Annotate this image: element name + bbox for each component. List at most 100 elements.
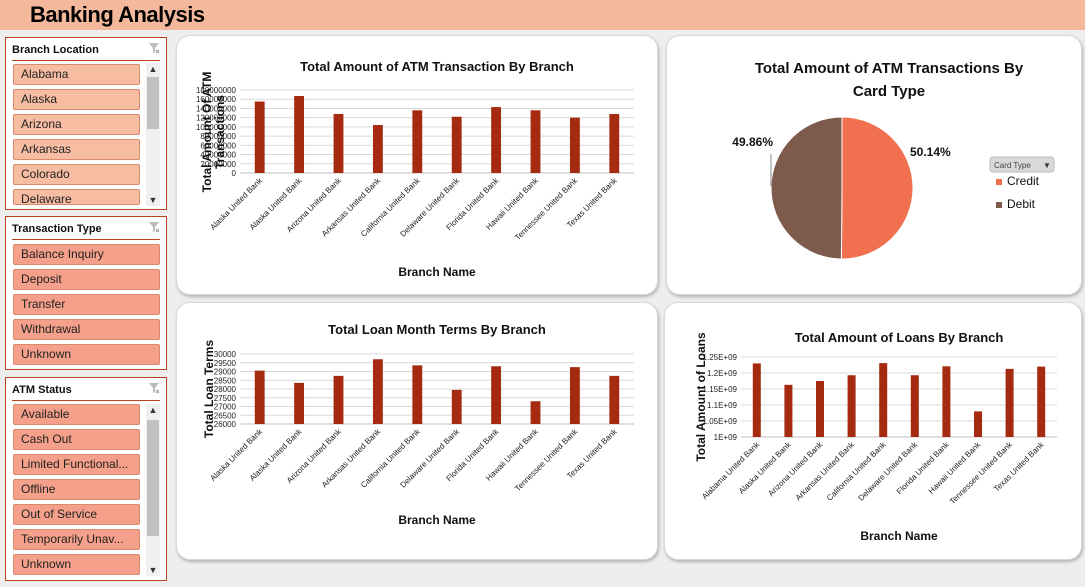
bar <box>847 375 856 437</box>
bar <box>1037 366 1046 437</box>
slicer-item[interactable]: Alaska <box>13 89 140 110</box>
y-tick-label: 29000 <box>214 368 237 377</box>
divider <box>12 60 160 61</box>
clear-filter-icon[interactable] <box>148 42 160 54</box>
y-tick-label: 0 <box>232 169 237 178</box>
y-tick-label: 1.2E+09 <box>707 369 738 378</box>
slicer-item[interactable]: Transfer <box>13 294 160 315</box>
scrollbar-thumb[interactable] <box>147 77 159 129</box>
scroll-up-icon[interactable]: ▲ <box>148 405 158 415</box>
y-tick-label: 40000000 <box>200 151 236 160</box>
slicer-item[interactable]: Cash Out <box>13 429 140 450</box>
slicer-item[interactable]: Deposit <box>13 269 160 290</box>
y-tick-label: 100000000 <box>196 123 237 132</box>
x-tick-label: Alabama United Bank <box>700 439 762 501</box>
y-axis-title: Total Loan Terms <box>202 340 216 439</box>
data-label: 50.14% <box>910 145 951 159</box>
slicer-item[interactable]: Alabama <box>13 64 140 85</box>
page-title: Banking Analysis <box>30 2 205 27</box>
y-tick-label: 28500 <box>214 376 237 385</box>
y-axis-title: Total Amount Of ATMTransactions <box>200 72 227 193</box>
bar <box>879 363 888 437</box>
x-tick-label: Hawaii United Bank <box>927 439 983 495</box>
legend-filter-button <box>989 156 1055 173</box>
legend-label: Debit <box>1007 197 1036 211</box>
pie-slice <box>840 116 914 260</box>
pie-slice <box>770 116 843 260</box>
y-tick-label: 26000 <box>214 420 237 429</box>
bar <box>752 363 761 437</box>
bar <box>910 375 919 437</box>
slicer-item[interactable]: Arizona <box>13 114 140 135</box>
chart-panel-loan-terms: Total Loan Month Terms By Branch 26000 265… <box>176 302 658 560</box>
slicer-item[interactable]: Offline <box>13 479 140 500</box>
x-axis-title: Branch Name <box>398 265 476 279</box>
bar <box>412 365 423 424</box>
slicer-title: Branch Location <box>12 44 99 56</box>
slicer-item[interactable]: Unknown <box>13 554 140 575</box>
y-axis-title: Total Amount of Loans <box>694 332 708 462</box>
y-tick-label: 160000000 <box>196 95 237 104</box>
bar <box>254 101 265 173</box>
bar <box>491 107 502 173</box>
chart-title: Total Amount of Loans By Branch <box>795 330 1004 345</box>
slicer-branch-location: Branch Location Alabama Alaska Arizona A… <box>5 37 167 210</box>
x-tick-label: Arkansas United Bank <box>794 439 857 502</box>
legend-swatch <box>996 179 1002 185</box>
bar <box>609 375 620 424</box>
x-axis-title: Branch Name <box>860 529 938 543</box>
chart-title: Total Amount of ATM Transaction By Branc… <box>300 59 574 74</box>
scroll-down-icon[interactable]: ▼ <box>148 195 158 205</box>
clear-filter-icon[interactable] <box>148 382 160 394</box>
x-tick-label: Florida United Bank <box>895 439 952 496</box>
chart-panel-atm-by-card-type: Total Amount of ATM Transactions By Card … <box>666 35 1082 295</box>
bar <box>569 117 580 173</box>
legend-label: Credit <box>1007 174 1040 188</box>
scrollbar[interactable]: ▲ ▼ <box>146 63 160 206</box>
bar <box>333 375 344 424</box>
slicer-item[interactable]: Temporarily Unav... <box>13 529 140 550</box>
legend-swatch <box>996 202 1002 208</box>
legend-title: Card Type <box>994 161 1031 170</box>
divider <box>12 239 160 240</box>
x-tick-label: California United Bank <box>825 439 888 502</box>
slicer-item[interactable]: Arkansas <box>13 139 140 160</box>
slicer-item[interactable]: Balance Inquiry <box>13 244 160 265</box>
loan-terms-chart: Total Loan Month Terms By Branch 26000265… <box>202 322 634 527</box>
x-tick-label: Arizona United Bank <box>766 439 825 498</box>
scrollbar[interactable]: ▲ ▼ <box>146 404 160 576</box>
slicer-item[interactable]: Unknown <box>13 344 160 365</box>
bar <box>333 113 344 173</box>
slicer-item[interactable]: Available <box>13 404 140 425</box>
x-tick-label: Tennessee United Bank <box>948 439 1015 506</box>
y-tick-label: 1.15E+09 <box>703 385 738 394</box>
bar <box>784 384 793 437</box>
slicer-item[interactable]: Limited Functional... <box>13 454 140 475</box>
slicer-title: Transaction Type <box>12 223 102 235</box>
slicer-item[interactable]: Withdrawal <box>13 319 160 340</box>
slicer-atm-status: ATM Status Available Cash Out Limited Fu… <box>5 377 167 581</box>
data-label: 49.86% <box>732 135 773 149</box>
card-type-pie-chart: Total Amount of ATM Transactions By Card … <box>732 60 1055 260</box>
y-tick-label: 1E+09 <box>714 433 738 442</box>
y-tick-label: 27000 <box>214 403 237 412</box>
bar <box>412 110 423 173</box>
y-tick-label: 120000000 <box>196 114 237 123</box>
title-bar: Banking Analysis <box>0 0 1085 30</box>
y-tick-label: 1.25E+09 <box>703 353 738 362</box>
clear-filter-icon[interactable] <box>148 221 160 233</box>
y-tick-label: 28000 <box>214 385 237 394</box>
slicer-item[interactable]: Out of Service <box>13 504 140 525</box>
slicer-item[interactable]: Colorado <box>13 164 140 185</box>
y-tick-label: 60000000 <box>200 141 236 150</box>
bar <box>609 113 620 173</box>
slicer-transaction-type: Transaction Type Balance Inquiry Deposit… <box>5 216 167 370</box>
slicer-title: ATM Status <box>12 384 72 396</box>
scroll-down-icon[interactable]: ▼ <box>148 565 158 575</box>
slicer-item[interactable]: Delaware <box>13 189 140 205</box>
scrollbar-thumb[interactable] <box>147 420 159 536</box>
y-tick-label: 26500 <box>214 411 237 420</box>
y-tick-label: 1.1E+09 <box>707 401 738 410</box>
scroll-up-icon[interactable]: ▲ <box>148 64 158 74</box>
bar <box>451 389 462 424</box>
